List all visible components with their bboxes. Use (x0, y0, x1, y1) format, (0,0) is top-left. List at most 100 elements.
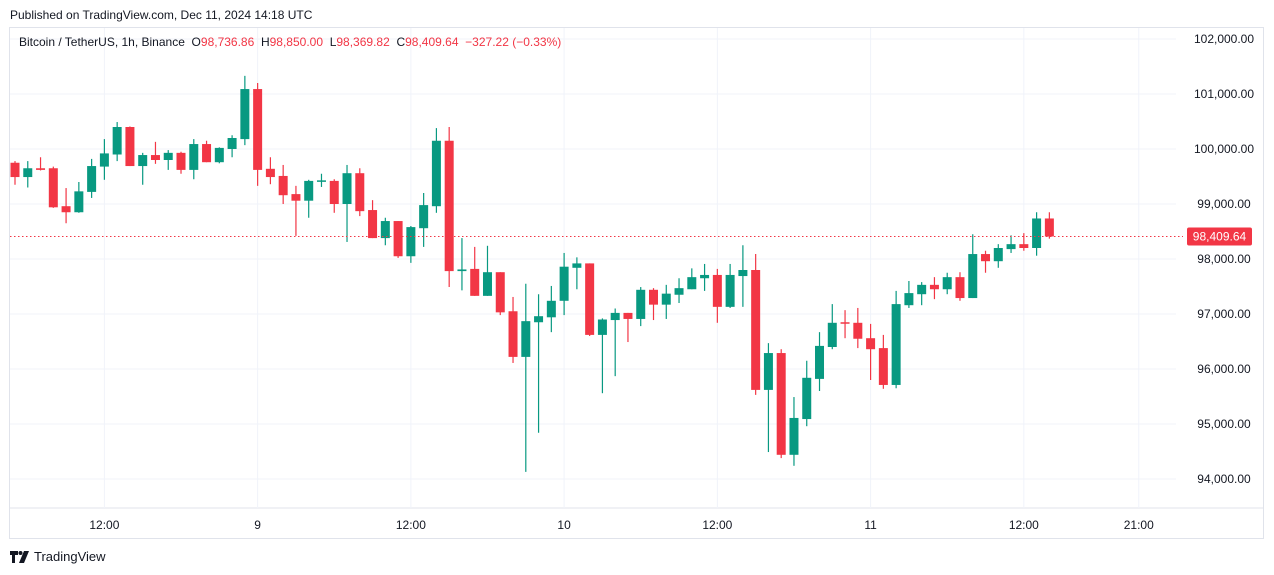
candle-up[interactable] (725, 263, 735, 308)
candle-up[interactable] (802, 360, 812, 427)
candle-down[interactable] (36, 157, 46, 171)
candle-down[interactable] (866, 323, 876, 380)
candle-body (189, 144, 199, 170)
candle-body (815, 345, 825, 379)
candle-up[interactable] (559, 252, 569, 316)
candle-down[interactable] (853, 307, 863, 349)
candle-down[interactable] (623, 312, 633, 343)
candle-up[interactable] (342, 164, 352, 242)
candle-down[interactable] (508, 296, 518, 363)
candle-down[interactable] (61, 188, 71, 224)
candle-body (993, 248, 1003, 262)
candle-down[interactable] (253, 83, 263, 186)
candle-down[interactable] (840, 310, 850, 339)
candle-body (712, 274, 722, 307)
candle-up[interactable] (227, 135, 237, 158)
candle-up[interactable] (1006, 235, 1016, 253)
candle-up[interactable] (636, 287, 646, 327)
candle-up[interactable] (993, 244, 1003, 268)
candle-up[interactable] (610, 308, 620, 377)
candle-up[interactable] (189, 139, 199, 180)
tradingview-logo-icon (10, 550, 29, 563)
footer-brand[interactable]: TradingView (10, 549, 106, 564)
candle-down[interactable] (329, 179, 339, 213)
candle-down[interactable] (368, 200, 378, 239)
candle-up[interactable] (687, 268, 697, 290)
candle-up[interactable] (240, 75, 250, 146)
candle-down[interactable] (125, 126, 135, 167)
candle-down[interactable] (291, 185, 301, 236)
candle-body (572, 263, 582, 268)
candle-up[interactable] (521, 283, 531, 472)
candle-up[interactable] (214, 147, 224, 164)
candle-down[interactable] (150, 141, 160, 164)
candle-down[interactable] (495, 272, 505, 316)
candle-up[interactable] (138, 152, 148, 185)
candle-up[interactable] (431, 128, 441, 213)
candle-up[interactable] (661, 284, 671, 319)
candle-down[interactable] (955, 272, 965, 301)
candle-up[interactable] (546, 285, 556, 333)
candle-down[interactable] (929, 277, 939, 300)
candle-down[interactable] (585, 263, 595, 336)
candle-up[interactable] (917, 282, 927, 306)
candle-body (597, 319, 607, 335)
candle-up[interactable] (380, 217, 390, 246)
candle-down[interactable] (751, 254, 761, 395)
candle-down[interactable] (48, 166, 58, 208)
candle-up[interactable] (163, 150, 173, 170)
candle-up[interactable] (597, 318, 607, 394)
candle-up[interactable] (406, 226, 416, 263)
candle-up[interactable] (23, 161, 33, 188)
candle-down[interactable] (776, 349, 786, 459)
candle-down[interactable] (878, 334, 888, 389)
candle-up[interactable] (534, 294, 544, 433)
candle-up[interactable] (316, 173, 326, 187)
candle-down[interactable] (176, 151, 186, 174)
candle-up[interactable] (815, 332, 825, 391)
candle-up[interactable] (763, 343, 773, 453)
candle-up[interactable] (827, 304, 837, 350)
candle-down[interactable] (712, 268, 722, 323)
candle-up[interactable] (74, 182, 84, 213)
candle-down[interactable] (355, 168, 365, 217)
candle-body (10, 162, 20, 178)
candle-body (74, 191, 84, 213)
symbol-name[interactable]: Bitcoin / TetherUS, 1h, Binance (19, 35, 185, 49)
candle-up[interactable] (419, 193, 429, 247)
candle-up[interactable] (99, 139, 109, 180)
candle-down[interactable] (393, 221, 403, 258)
candle-down[interactable] (1044, 212, 1054, 239)
candle-down[interactable] (444, 127, 454, 288)
candle-up[interactable] (457, 238, 467, 291)
candle-body (202, 144, 212, 163)
candle-up[interactable] (304, 179, 314, 218)
candle-up[interactable] (700, 263, 710, 291)
candle-up[interactable] (904, 281, 914, 308)
candle-down[interactable] (649, 288, 658, 321)
candle-up[interactable] (482, 245, 492, 296)
candle-down[interactable] (265, 157, 275, 185)
candle-up[interactable] (1032, 212, 1042, 256)
candle-body (559, 266, 569, 301)
candle-up[interactable] (572, 257, 582, 290)
candle-up[interactable] (942, 272, 952, 295)
candle-up[interactable] (891, 290, 901, 389)
candle-up[interactable] (968, 234, 978, 299)
candle-down[interactable] (470, 246, 480, 296)
candle-down[interactable] (202, 140, 212, 163)
candle-body (291, 194, 301, 201)
candle-body (840, 322, 850, 324)
candle-up[interactable] (674, 278, 684, 303)
candle-up[interactable] (738, 245, 748, 307)
candle-down[interactable] (1019, 233, 1029, 251)
candle-up[interactable] (789, 397, 799, 466)
candle-body (316, 180, 326, 182)
candle-up[interactable] (87, 158, 97, 198)
candle-down[interactable] (10, 161, 20, 185)
candle-down[interactable] (278, 164, 288, 204)
candle-down[interactable] (981, 250, 991, 273)
candle-up[interactable] (112, 122, 122, 162)
low-label: L (329, 35, 337, 49)
